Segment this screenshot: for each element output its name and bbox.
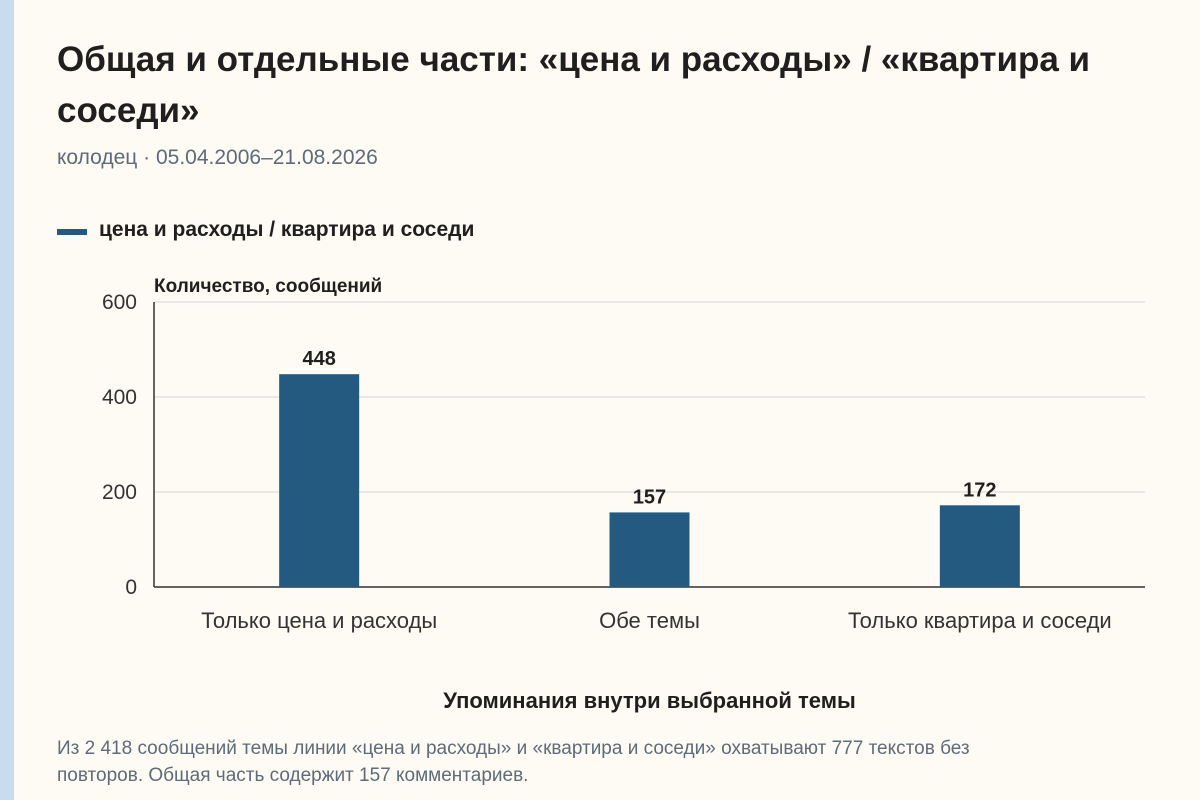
chart-caption: Из 2 418 сообщений темы линии «цена и ра… — [57, 738, 970, 786]
x-tick-label: Только квартира и соседи — [848, 608, 1112, 633]
y-tick-label: 200 — [102, 481, 137, 504]
y-tick-label: 0 — [125, 576, 137, 599]
legend-label: цена и расходы / квартира и соседи — [99, 218, 475, 241]
x-tick-label: Только цена и расходы — [201, 608, 437, 633]
bar-value-label: 157 — [633, 486, 666, 508]
y-tick-label: 600 — [102, 291, 137, 314]
legend-swatch — [57, 229, 87, 235]
bar — [609, 512, 690, 587]
side-accent-strip — [0, 0, 14, 800]
legend: цена и расходы / квартира и соседи — [57, 218, 474, 242]
x-axis-label: Упоминания внутри выбранной темы — [443, 688, 856, 713]
y-tick-label: 400 — [102, 386, 137, 409]
y-axis-label: Количество, сообщений — [154, 276, 382, 297]
chart-subtitle: колодец · 05.04.2006–21.08.2026 — [57, 146, 378, 169]
bar-value-label: 172 — [963, 479, 996, 501]
x-tick-label: Обе темы — [599, 608, 700, 633]
bar — [279, 374, 360, 587]
bar — [939, 505, 1020, 587]
bar-value-label: 448 — [302, 348, 335, 370]
chart-title: Общая и отдельные части: «цена и расходы… — [57, 40, 1091, 130]
